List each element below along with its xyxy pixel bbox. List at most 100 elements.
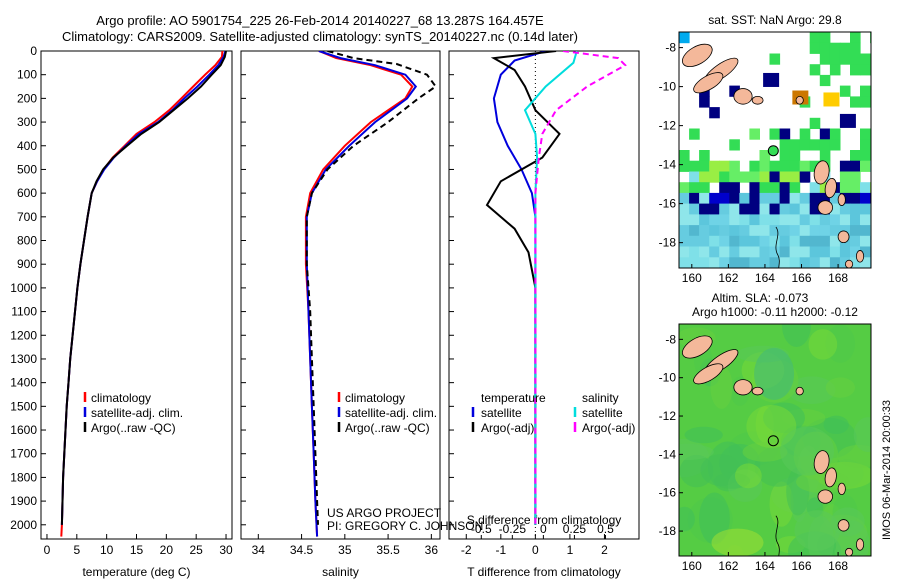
temperature-legend-label: satellite-adj. clim. — [91, 406, 183, 420]
sst-cell — [729, 257, 740, 268]
sst-cell — [689, 257, 700, 268]
depth-tick-label: 1800 — [10, 470, 37, 484]
sst-cell — [819, 225, 831, 237]
sst-cell — [850, 182, 861, 194]
sst-cell — [789, 214, 801, 226]
sst-cell — [759, 150, 771, 162]
sst-cell — [719, 225, 730, 237]
sst-cell — [839, 246, 851, 258]
depth-tick-label: 900 — [17, 257, 37, 271]
sst-cell — [689, 225, 700, 237]
sst-cell — [850, 150, 861, 162]
difference-xlabel: T difference from climatology — [467, 565, 621, 579]
salinity-legend-label: satellite-adj. clim. — [345, 406, 437, 420]
sla-field-patch — [684, 426, 723, 444]
sst-cell — [860, 214, 871, 226]
sst-cell — [739, 214, 750, 226]
sst-cell — [729, 246, 740, 258]
sst-cell — [699, 246, 710, 258]
sla-field-patch — [711, 528, 764, 556]
sst-cell — [709, 257, 720, 268]
sst-cell — [789, 235, 801, 247]
difference-axes-frame — [448, 50, 640, 540]
sst-cell — [689, 128, 700, 140]
sst-cell — [870, 64, 871, 76]
island-landmass — [681, 43, 713, 68]
sst-cell — [829, 225, 841, 237]
sst-cell — [850, 235, 861, 247]
sst-cell — [870, 257, 871, 268]
t-diff-legend-label: satellite — [481, 406, 522, 420]
sst-cell — [819, 192, 831, 205]
salinity-xtick-label: 34.5 — [290, 543, 314, 557]
temperature-series-line — [60, 51, 227, 525]
sst-cell — [699, 214, 710, 226]
sst-cell — [850, 257, 861, 268]
sla-field-patch — [788, 376, 836, 405]
island-landmass — [855, 538, 865, 551]
sst-cell — [719, 203, 730, 215]
sst-cell — [809, 139, 821, 151]
sst-cell — [769, 235, 781, 247]
sst-cell — [779, 235, 791, 247]
sst-cell — [829, 257, 841, 268]
sst-cell — [779, 150, 791, 162]
figure-title-line2: Climatology: CARS2009. Satellite-adjuste… — [62, 29, 578, 44]
island-landmass — [693, 72, 724, 94]
sst-cell — [719, 182, 730, 194]
temperature-xtick-label: 15 — [130, 543, 144, 557]
sst-cell — [709, 192, 720, 205]
sst-cell — [829, 128, 841, 140]
sst-cell — [809, 64, 821, 76]
sst-cell — [809, 192, 821, 205]
sst_map-xtick-label: 160 — [682, 271, 702, 285]
salinity-axes-frame — [240, 50, 441, 540]
sst-cell — [739, 268, 750, 279]
sst-cell — [850, 160, 861, 172]
sst-cell — [870, 235, 871, 247]
sst-cell — [719, 257, 730, 268]
sst-cell — [870, 32, 871, 44]
sla_map-frame — [678, 323, 872, 557]
depth-tick-label: 500 — [17, 162, 37, 176]
temperature-legend-label: Argo(..raw -QC) — [91, 421, 176, 435]
sst-cell — [839, 203, 851, 215]
depth-tick-label: 0 — [30, 44, 37, 58]
sla-field-patch — [781, 324, 812, 348]
sst_map-ytick-label: -16 — [659, 197, 677, 211]
s-diff-xtick-label: 0 — [540, 522, 547, 536]
sst-cell — [709, 246, 720, 258]
sst-cell — [819, 128, 831, 140]
depth-tick-label: 1500 — [10, 399, 37, 413]
sst-cell — [850, 203, 861, 215]
island-landmass — [845, 547, 854, 556]
sst-cell — [860, 225, 871, 237]
sla-field-patch — [807, 515, 835, 556]
salinity-series-line — [304, 51, 414, 537]
sst-cell — [719, 160, 730, 172]
depth-tick-label: 1100 — [11, 305, 37, 319]
sst-cell — [819, 257, 831, 268]
sst-cell — [759, 235, 771, 247]
difference-xtick-label: -1 — [495, 543, 506, 557]
sst-cell — [679, 182, 690, 194]
sst-cell — [719, 235, 730, 247]
sla_map-ytick-label: -16 — [659, 486, 677, 500]
sst-cell — [729, 235, 740, 247]
sst-cell — [799, 171, 811, 183]
sst-cell — [749, 128, 760, 140]
sst-cell — [829, 42, 841, 54]
sst-cell — [699, 203, 710, 215]
island-landmass — [817, 489, 834, 504]
sst-cell — [829, 235, 841, 247]
sst-cell — [850, 42, 861, 54]
island-landmass — [813, 160, 830, 185]
sst-cell — [799, 203, 811, 215]
sst-cell — [779, 246, 791, 258]
sst_map-xtick-label: 166 — [791, 271, 811, 285]
sst-cell — [729, 171, 740, 183]
sst-cell — [829, 214, 841, 226]
sst-cell — [839, 225, 851, 237]
sst-cell — [809, 257, 821, 268]
sst-cell — [839, 214, 851, 226]
